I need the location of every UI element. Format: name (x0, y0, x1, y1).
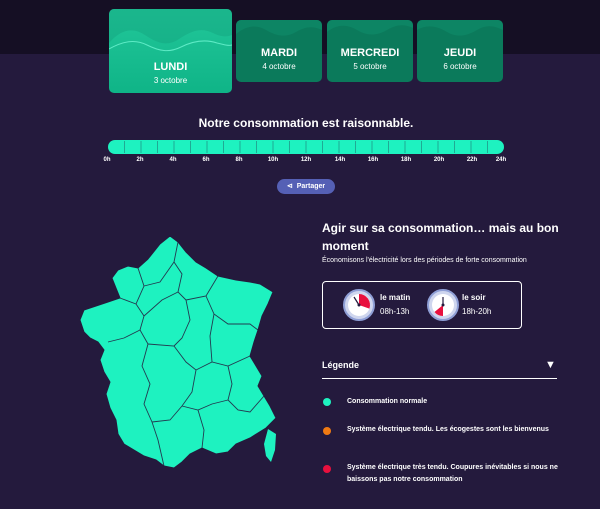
day-name: MARDI (260, 47, 298, 59)
wave-decoration (109, 9, 232, 52)
evening-label: le soir (462, 293, 486, 302)
evening-clock-icon (427, 289, 459, 321)
hour-labels: 0h 2h 4h 6h 8h 10h 12h 14h 16h 18h 20h 2… (0, 157, 600, 167)
corsica-region (264, 429, 276, 462)
day-card-lundi[interactable]: LUNDI 3 octobre (109, 9, 232, 93)
day-date: 6 octobre (443, 62, 477, 71)
hour-label: 6h (202, 157, 210, 163)
wave-decoration (327, 20, 413, 35)
day-name: MERCREDI (340, 47, 400, 59)
advice-subtitle: Économisons l'électricité lors des pério… (322, 257, 527, 264)
day-date: 4 octobre (262, 62, 296, 71)
hour-label: 14h (334, 157, 346, 163)
hour-label: 24h (495, 157, 507, 163)
day-card-mercredi[interactable]: MERCREDI 5 octobre (327, 20, 413, 82)
wave-decoration (417, 20, 503, 36)
day-card-jeudi[interactable]: JEUDI 6 octobre (417, 20, 503, 82)
hour-label: 2h (136, 157, 144, 163)
region-borders (107, 241, 265, 467)
morning-clock-icon (343, 289, 375, 321)
share-button[interactable]: ⊲ Partager (277, 179, 335, 194)
day-name: JEUDI (443, 47, 477, 59)
day-date: 5 octobre (353, 62, 387, 71)
france-map (79, 235, 277, 469)
day-date: 3 octobre (153, 76, 188, 85)
legend-dot-very-tense (323, 465, 331, 473)
legend-dot-normal (323, 398, 331, 406)
hour-label: 16h (367, 157, 379, 163)
legend-dot-tense (323, 427, 331, 435)
morning-label: le matin (380, 293, 411, 302)
legend-title: Légende (322, 360, 360, 370)
day-card-mardi[interactable]: MARDI 4 octobre (236, 20, 322, 82)
legend-item-tense: Système électrique tendu. Les écogestes … (347, 426, 549, 433)
hour-label: 12h (300, 157, 312, 163)
hour-label: 10h (267, 157, 279, 163)
legend-toggle-icon[interactable]: ▼ (545, 359, 556, 371)
hour-label: 0h (103, 157, 111, 163)
evening-hours: 18h-20h (462, 307, 492, 316)
hour-timeline[interactable] (108, 140, 504, 154)
peak-periods-box: le matin 08h-13h le soir 18h-20h (322, 281, 522, 329)
legend-divider (322, 378, 557, 379)
wave-decoration (236, 20, 322, 36)
share-icon: ⊲ (286, 183, 293, 190)
day-name: LUNDI (153, 61, 188, 73)
legend-item-normal: Consommation normale (347, 398, 428, 405)
hour-label: 20h (433, 157, 445, 163)
share-label: Partager (296, 183, 326, 190)
hour-label: 8h (235, 157, 243, 163)
hour-label: 4h (169, 157, 177, 163)
hour-label: 18h (400, 157, 412, 163)
status-message: Notre consommation est raisonnable. (198, 116, 414, 130)
legend-item-very-tense: Système électrique très tendu. Coupures … (347, 464, 558, 483)
advice-title: Agir sur sa consommation… mais au bon mo… (322, 221, 559, 253)
hour-label: 22h (466, 157, 478, 163)
morning-hours: 08h-13h (380, 307, 410, 316)
